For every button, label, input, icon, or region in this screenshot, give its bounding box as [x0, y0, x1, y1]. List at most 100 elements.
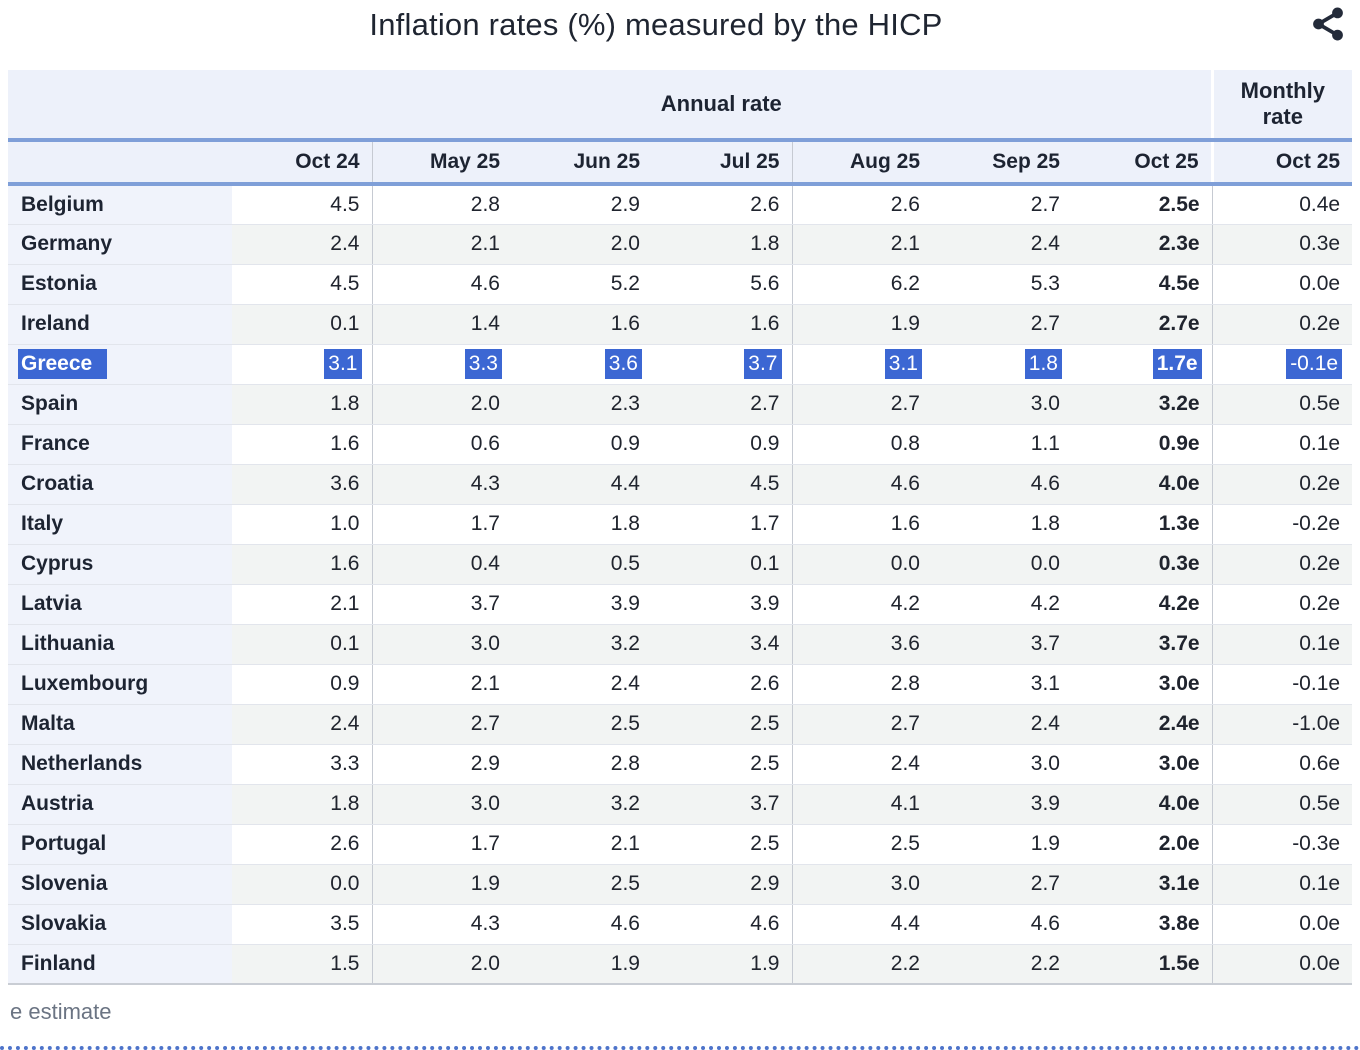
- table-row-cyprus: Cyprus 1.6 0.4 0.5 0.1 0.0 0.0 0.3e 0.2e: [8, 544, 1353, 585]
- blank-header-cell: [8, 140, 232, 186]
- value-cell: 0.2e: [1211, 584, 1353, 625]
- value-cell: 1.6: [232, 424, 372, 465]
- value-cell: 1.7e: [1072, 344, 1213, 385]
- value-cell: 2.1: [371, 224, 512, 265]
- table-row-greece: Greece 3.1 3.3 3.6 3.7 3.1 1.8 1.7e -0.1e: [8, 344, 1353, 385]
- value-cell: 0.0: [232, 864, 372, 905]
- table-row-slovakia: Slovakia 3.5 4.3 4.6 4.6 4.4 4.6 3.8e 0.0e: [8, 904, 1353, 945]
- selected-text: 3.3: [464, 349, 502, 379]
- value-cell: 4.3: [371, 464, 512, 505]
- value-cell: 1.6: [791, 504, 932, 545]
- table-row-slovenia: Slovenia 0.0 1.9 2.5 2.9 3.0 2.7 3.1e 0.1e: [8, 864, 1353, 905]
- country-cell: Slovenia: [8, 864, 232, 905]
- value-cell: 3.0e: [1072, 664, 1213, 705]
- value-cell: 2.9: [652, 864, 792, 905]
- value-cell: 2.4: [932, 224, 1072, 265]
- value-cell: 4.2: [932, 584, 1072, 625]
- value-cell: 0.9: [512, 424, 652, 465]
- value-cell: 2.8: [371, 184, 512, 225]
- value-cell: 2.0: [512, 224, 652, 265]
- value-cell: 1.9: [652, 944, 792, 985]
- value-cell: 2.6: [652, 664, 792, 705]
- value-cell: 5.2: [512, 264, 652, 305]
- country-cell: Ireland: [8, 304, 232, 345]
- selected-text: 1.8: [1024, 349, 1062, 379]
- value-cell: 4.4: [791, 904, 932, 945]
- value-cell: 1.7: [371, 504, 512, 545]
- value-cell: 2.5e: [1072, 184, 1213, 225]
- country-cell: Luxembourg: [8, 664, 232, 705]
- value-cell: 3.7: [652, 344, 792, 385]
- table-row-finland: Finland 1.5 2.0 1.9 1.9 2.2 2.2 1.5e 0.0e: [8, 944, 1353, 985]
- value-cell: 2.4: [232, 224, 372, 265]
- value-cell: 4.0e: [1072, 464, 1213, 505]
- value-cell: 0.9: [232, 664, 372, 705]
- value-cell: 2.5: [512, 704, 652, 745]
- value-cell: 3.9: [652, 584, 792, 625]
- value-cell: 2.5: [652, 824, 792, 865]
- value-cell: 4.6: [932, 904, 1072, 945]
- value-cell: 0.1: [652, 544, 792, 585]
- table-row-france: France 1.6 0.6 0.9 0.9 0.8 1.1 0.9e 0.1e: [8, 424, 1353, 465]
- value-cell: 0.0e: [1211, 904, 1353, 945]
- table-row-croatia: Croatia 3.6 4.3 4.4 4.5 4.6 4.6 4.0e 0.2e: [8, 464, 1353, 505]
- value-cell: 3.0: [371, 784, 512, 825]
- value-cell: 3.8e: [1072, 904, 1213, 945]
- country-cell: Italy: [8, 504, 232, 545]
- table-row-spain: Spain 1.8 2.0 2.3 2.7 2.7 3.0 3.2e 0.5e: [8, 384, 1353, 425]
- value-cell: 1.8: [652, 224, 792, 265]
- value-cell: 3.9: [932, 784, 1072, 825]
- share-icon[interactable]: [1309, 5, 1347, 43]
- value-cell: 0.4e: [1211, 184, 1353, 225]
- value-cell: -0.2e: [1211, 504, 1353, 545]
- value-cell: 0.6: [371, 424, 512, 465]
- value-cell: -0.3e: [1211, 824, 1353, 865]
- annual-rate-header: Annual rate: [232, 70, 1213, 142]
- column-header-aug-25: Aug 25: [791, 140, 932, 186]
- value-cell: 0.5e: [1211, 384, 1353, 425]
- value-cell: 3.3: [232, 744, 372, 785]
- footnote-estimate: e estimate: [10, 999, 112, 1024]
- value-cell: 2.4: [232, 704, 372, 745]
- value-cell: 1.9: [371, 864, 512, 905]
- selected-text: 3.6: [604, 349, 642, 379]
- value-cell: 2.7: [371, 704, 512, 745]
- value-cell: 2.7e: [1072, 304, 1213, 345]
- selected-text: 3.1: [324, 349, 362, 379]
- table-row-latvia: Latvia 2.1 3.7 3.9 3.9 4.2 4.2 4.2e 0.2e: [8, 584, 1353, 625]
- value-cell: 4.6: [932, 464, 1072, 505]
- value-cell: 1.7: [371, 824, 512, 865]
- page-title: Inflation rates (%) measured by the HICP: [369, 7, 943, 42]
- value-cell: 2.6: [232, 824, 372, 865]
- value-cell: 0.0: [932, 544, 1072, 585]
- value-cell: 2.9: [512, 184, 652, 225]
- value-cell: 2.0: [371, 384, 512, 425]
- country-cell: France: [8, 424, 232, 465]
- value-cell: 2.4: [932, 704, 1072, 745]
- value-cell: 1.3e: [1072, 504, 1213, 545]
- table-row-netherlands: Netherlands 3.3 2.9 2.8 2.5 2.4 3.0 3.0e 0.6e: [8, 744, 1353, 785]
- value-cell: 2.5: [652, 704, 792, 745]
- value-cell: 0.2e: [1211, 544, 1353, 585]
- country-cell: Croatia: [8, 464, 232, 505]
- blank-header-cell: [8, 70, 232, 142]
- selected-text: 3.7: [744, 349, 782, 379]
- country-cell: Cyprus: [8, 544, 232, 585]
- selected-text: 1.7e: [1152, 349, 1202, 379]
- selected-text: 3.1: [884, 349, 922, 379]
- value-cell: 3.7e: [1072, 624, 1213, 665]
- value-cell: 2.5: [791, 824, 932, 865]
- value-cell: 2.7: [652, 384, 792, 425]
- value-cell: 3.3: [371, 344, 512, 385]
- value-cell: 3.2: [512, 624, 652, 665]
- country-cell: Lithuania: [8, 624, 232, 665]
- value-cell: 1.6: [652, 304, 792, 345]
- value-cell: 3.0: [371, 624, 512, 665]
- value-cell: 1.9: [791, 304, 932, 345]
- column-header-oct-25: Oct 25: [1072, 140, 1213, 186]
- value-cell: 0.4: [371, 544, 512, 585]
- column-header-sep-25: Sep 25: [932, 140, 1072, 186]
- country-cell: Malta: [8, 704, 232, 745]
- value-cell: 2.3e: [1072, 224, 1213, 265]
- country-cell: Estonia: [8, 264, 232, 305]
